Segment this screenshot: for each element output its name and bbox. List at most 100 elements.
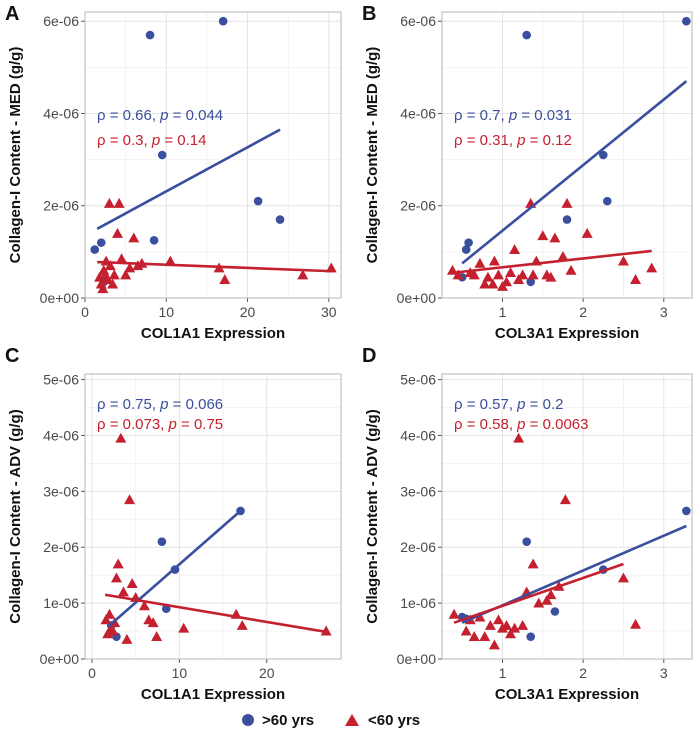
legend-over60-marker [242,714,254,726]
data-point-under60 [533,597,545,608]
data-point-under60 [219,274,231,284]
y-axis-title: Collagen-I Content - MED (g/g) [364,47,381,264]
stat-text-part: ρ = 0.3, [97,132,152,149]
data-point-under60 [107,625,119,636]
y-tick-label: 5e-06 [400,372,436,388]
x-tick-label: 3 [660,665,668,681]
panel-label: D [362,345,376,367]
data-point-under60 [112,558,124,569]
y-tick-label: 5e-06 [43,372,79,388]
x-tick-label: 2 [579,665,587,681]
data-point-under60 [537,230,549,241]
data-point-under60 [501,276,513,287]
data-point-over60 [682,506,691,516]
data-point-under60 [479,278,491,289]
data-point-under60 [561,197,573,208]
fit-line-over60 [461,80,688,265]
plot-background [85,12,341,298]
x-tick-label: 3 [660,304,668,320]
data-point-under60 [557,250,569,261]
plot-background [85,374,341,659]
data-point-over60 [522,30,531,40]
panel-c: 0 10 20 0e+00 1e-06 2e-06 3e-06 4e-06 5e-06 ρ = 0… [5,345,342,703]
stat-annotation-under60: ρ = 0.31, p = 0.12 [454,132,572,149]
data-point-under60 [581,227,593,238]
panel-b: 1 2 3 0e+00 2e-06 4e-06 6e-06 ρ = 0.7, p = 0.03… [362,3,693,342]
data-point-over60 [598,150,608,160]
data-point-under60 [513,432,525,443]
data-point-under60 [541,594,553,605]
y-tick-label: 1e-06 [400,595,436,611]
y-tick-label: 2e-06 [43,198,79,214]
data-point-under60 [630,274,642,284]
y-tick-label: 4e-06 [400,427,436,443]
data-point-under60 [468,269,480,280]
x-axis-title: COL1A1 Expression [141,686,285,703]
stat-annotation-over60: ρ = 0.75, p = 0.066 [97,396,223,413]
stat-annotation-under60: ρ = 0.58, p = 0.0063 [454,416,589,433]
data-point-under60 [107,278,119,289]
data-point-under60 [138,600,150,611]
data-point-under60 [492,269,504,280]
plot-background [442,12,692,298]
data-point-under60 [297,269,309,280]
stat-text-part: p [508,107,517,124]
data-point-under60 [117,586,129,597]
y-tick-label: 6e-06 [43,13,79,29]
data-point-under60 [487,278,499,289]
y-tick-label: 0e+00 [40,290,80,306]
stat-annotation-under60: ρ = 0.073, p = 0.75 [97,416,223,433]
data-point-under60 [104,260,116,271]
stat-text-part: ρ = 0.75, [97,396,160,413]
fit-line-under60 [104,593,329,634]
data-point-under60 [509,622,521,633]
data-point-over60 [550,607,560,616]
x-tick-label: 20 [240,304,256,320]
panel-label: B [362,3,376,25]
data-point-under60 [509,244,521,254]
stat-text-part: p [168,416,177,433]
data-point-under60 [488,639,500,650]
y-tick-label: 0e+00 [397,290,437,306]
plot-border [84,373,342,660]
x-tick-label: 30 [321,304,337,320]
stat-text-part: = 0.75 [177,416,223,433]
data-point-under60 [116,253,128,264]
y-tick-label: 3e-06 [400,483,436,499]
data-point-under60 [452,269,464,280]
data-point-under60 [460,625,472,636]
y-tick-label: 4e-06 [43,427,79,443]
panel-a: 0 10 20 30 0e+00 2e-06 4e-06 6e-06 ρ = 0.66, p =… [5,3,342,342]
plot-border [441,373,693,660]
data-point-under60 [120,269,132,280]
x-tick-label: 1 [499,304,507,320]
data-point-under60 [126,578,138,588]
x-tick-label: 10 [172,665,188,681]
data-point-over60 [461,245,471,254]
data-point-under60 [102,274,114,284]
x-tick-label: 0 [81,304,89,320]
data-point-under60 [448,608,460,619]
data-point-under60 [164,255,176,266]
data-point-under60 [545,271,557,282]
data-point-under60 [151,631,163,642]
data-point-under60 [479,631,491,642]
data-point-under60 [617,572,629,583]
data-point-over60 [253,196,263,206]
data-point-over60 [157,537,167,546]
stat-text-part: p [516,396,525,413]
y-tick-label: 0e+00 [40,651,80,667]
legend-under60-marker [345,714,359,726]
data-point-under60 [121,633,133,644]
data-point-under60 [630,618,642,629]
x-tick-label: 10 [158,304,174,320]
stat-text-part: p [516,416,525,433]
data-point-under60 [565,264,577,275]
y-tick-label: 2e-06 [400,539,436,555]
data-point-under60 [617,255,629,266]
data-point-under60 [501,619,513,630]
data-point-over60 [522,537,531,546]
data-point-under60 [178,622,190,633]
data-point-under60 [103,608,115,619]
plot-border [441,11,693,299]
